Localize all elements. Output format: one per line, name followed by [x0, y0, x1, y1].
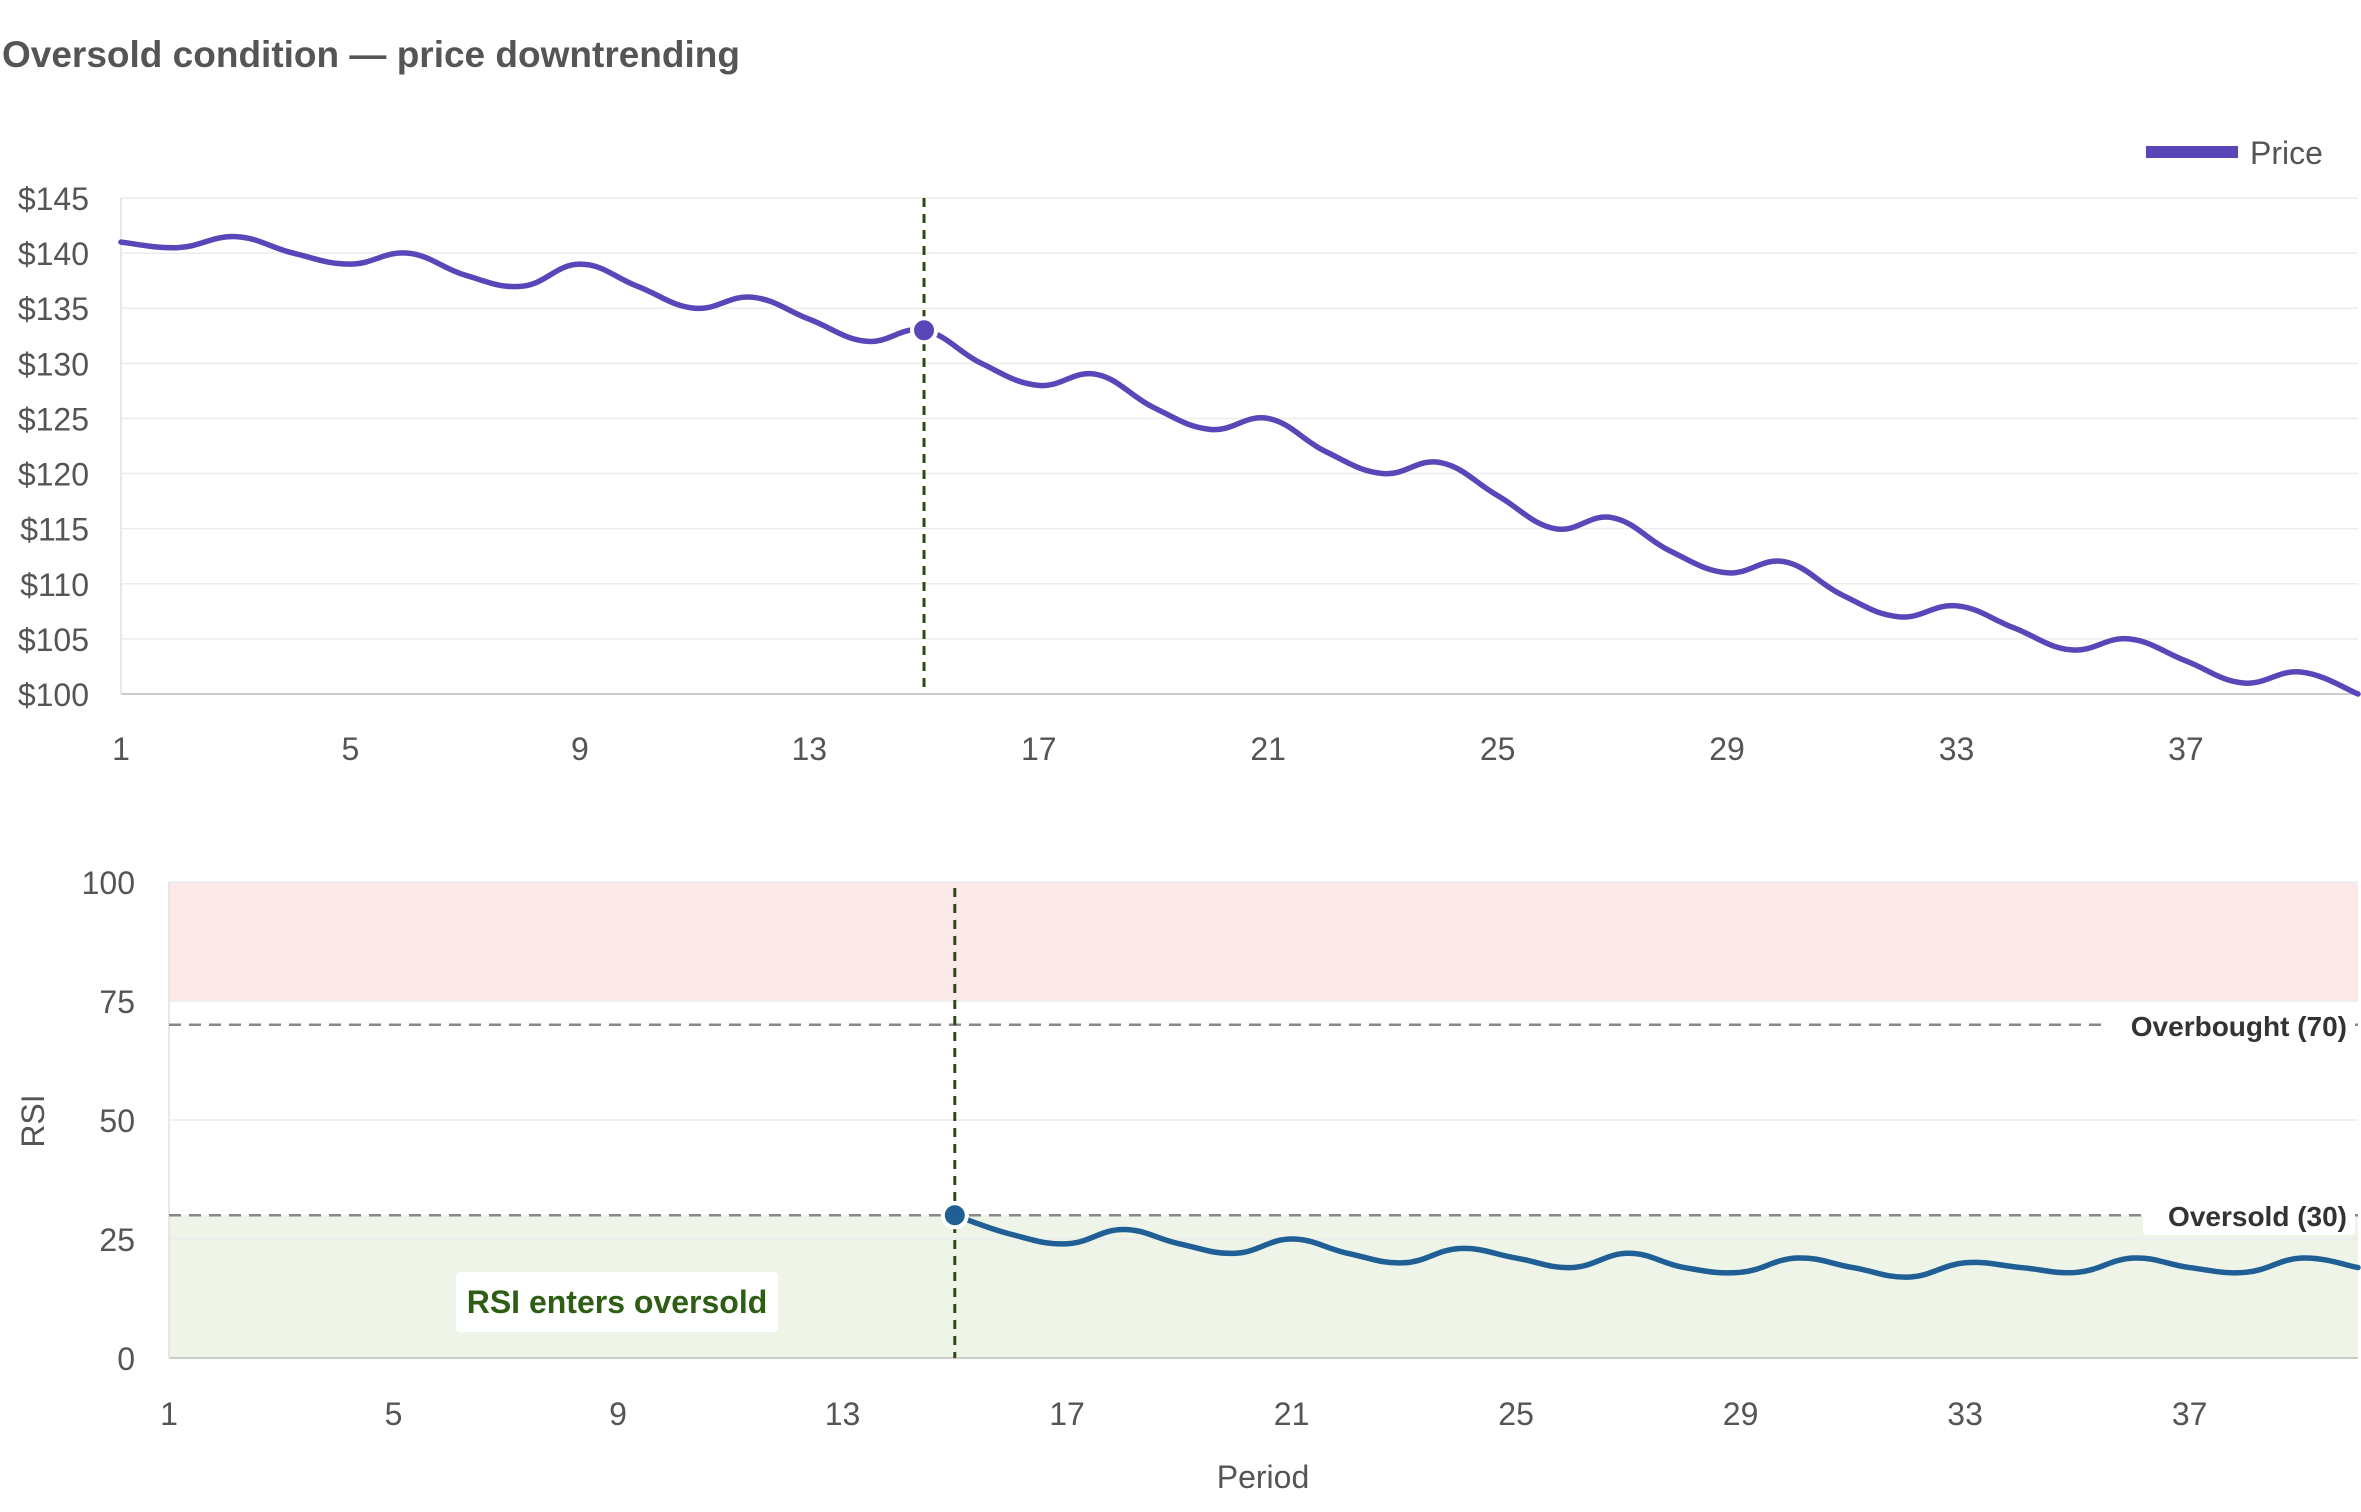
rsi-highlight-point — [940, 1201, 969, 1230]
price-ytick-label: $120 — [18, 457, 89, 493]
price-highlight-point — [910, 316, 939, 345]
rsi-annotation-box — [456, 1272, 778, 1332]
price-ytick-label: $145 — [18, 181, 89, 217]
rsi-zone-overbought — [169, 882, 2358, 1001]
legend-swatch-price — [2146, 146, 2238, 158]
legend-label-price: Price — [2250, 135, 2323, 171]
rsi-ytick-label: 0 — [117, 1341, 135, 1377]
rsi-chart: 100 75 50 25 01 5 9 13 17 21 25 29 33 37 RSI Period Over… — [15, 865, 2361, 1495]
price-ytick-label: $115 — [20, 512, 89, 548]
price-xtick-label: 21 — [1250, 731, 1286, 767]
price-xtick-label: 33 — [1939, 731, 1975, 767]
price-xtick-label: 25 — [1480, 731, 1516, 767]
rsi-xtick-label: 13 — [825, 1396, 861, 1432]
price-xtick-label: 13 — [792, 731, 828, 767]
rsi-xtick-label: 29 — [1723, 1396, 1759, 1432]
price-ytick-label: $105 — [18, 622, 89, 658]
rsi-xtick-label: 5 — [385, 1396, 403, 1432]
price-xtick-label: 1 — [112, 731, 130, 767]
rsi-threshold-label: Oversold (30) — [2168, 1201, 2347, 1232]
rsi-ytick-label: 25 — [99, 1222, 135, 1258]
rsi-ytick-label: 50 — [99, 1103, 135, 1139]
price-ytick-label: $110 — [20, 567, 89, 603]
price-ytick-label: $135 — [18, 291, 89, 327]
price-ytick-label: $100 — [18, 677, 89, 713]
price-chart: $145 $140 $135 $130 $125 $120 $115 $110 $105 $100… — [18, 135, 2361, 767]
chart-title: Oversold condition — price downtrending — [2, 34, 740, 75]
price-legend: Price — [2146, 135, 2323, 171]
rsi-ytick-label: 100 — [82, 865, 135, 901]
rsi-xtick-label: 21 — [1274, 1396, 1310, 1432]
rsi-xtick-label: 25 — [1498, 1396, 1534, 1432]
price-series-line — [118, 233, 2361, 697]
rsi-series-line — [952, 1212, 2361, 1280]
rsi-threshold-label: Overbought (70) — [2131, 1011, 2347, 1042]
rsi-annotation-text: RSI enters oversold — [467, 1284, 768, 1320]
rsi-xtick-label: 37 — [2172, 1396, 2208, 1432]
price-ytick-label: $125 — [18, 401, 89, 437]
price-ytick-label: $140 — [18, 236, 89, 272]
rsi-xtick-label: 9 — [609, 1396, 627, 1432]
price-ytick-label: $130 — [18, 346, 89, 382]
rsi-xtick-label: 17 — [1049, 1396, 1085, 1432]
price-xtick-label: 17 — [1021, 731, 1057, 767]
price-xtick-label: 37 — [2168, 731, 2204, 767]
price-xtick-label: 29 — [1709, 731, 1745, 767]
price-xtick-label: 9 — [571, 731, 589, 767]
rsi-xtick-label: 33 — [1947, 1396, 1983, 1432]
rsi-ytick-label: 75 — [99, 984, 135, 1020]
rsi-threshold-label-bg — [2143, 1193, 2355, 1236]
rsi-ylabel: RSI — [15, 1094, 51, 1147]
rsi-threshold-label-bg — [2103, 1002, 2355, 1045]
price-xtick-label: 5 — [342, 731, 360, 767]
rsi-xlabel: Period — [1217, 1459, 1310, 1495]
rsi-xtick-label: 1 — [160, 1396, 178, 1432]
